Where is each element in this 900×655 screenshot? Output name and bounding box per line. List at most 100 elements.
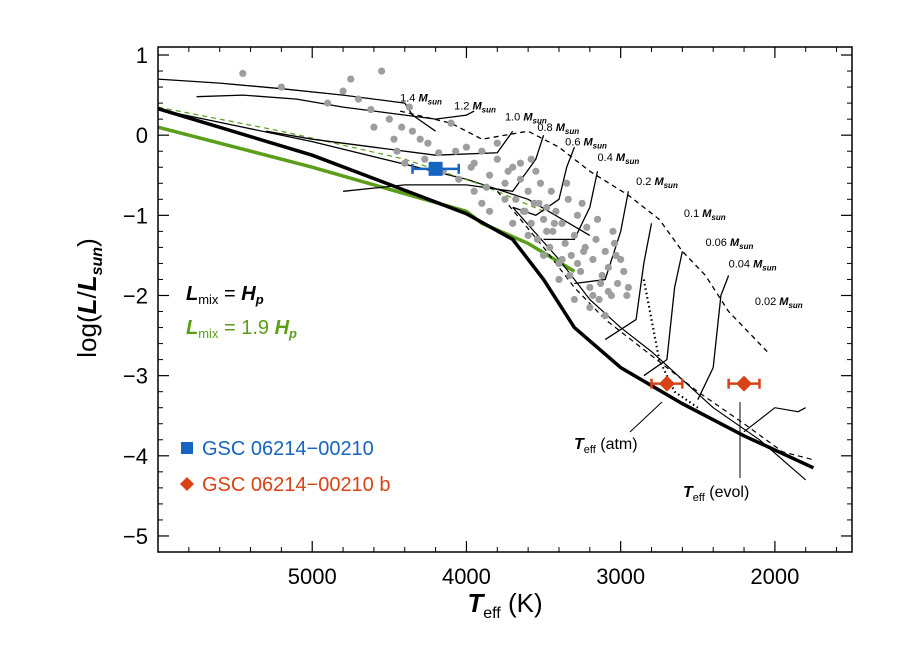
model-curve-18 bbox=[642, 279, 699, 409]
mass-symbol: M bbox=[753, 258, 763, 270]
isochrone-mass-label: 1.2 Msun bbox=[454, 101, 496, 115]
background-star-point bbox=[566, 271, 574, 280]
mass-subscript: sun bbox=[428, 98, 442, 107]
background-star-point bbox=[586, 303, 594, 312]
model-curve-13 bbox=[697, 275, 730, 400]
background-star-point bbox=[601, 247, 609, 256]
background-star-point bbox=[485, 207, 494, 215]
background-star-point bbox=[561, 239, 569, 247]
background-star-point bbox=[570, 231, 579, 239]
background-star-point bbox=[567, 251, 575, 260]
data-points-layer bbox=[411, 161, 761, 392]
background-star-point bbox=[623, 291, 631, 300]
background-star-point bbox=[620, 267, 628, 276]
background-star-point bbox=[533, 235, 541, 243]
background-star-point bbox=[558, 219, 566, 227]
background-star-point bbox=[347, 75, 355, 83]
background-star-point bbox=[493, 155, 501, 163]
background-star-point bbox=[390, 135, 398, 143]
background-star-point bbox=[482, 183, 491, 191]
model-curve-15 bbox=[399, 110, 768, 353]
mass-subscript: sun bbox=[711, 213, 725, 222]
mass-value: 1.2 bbox=[454, 101, 472, 113]
background-star-point bbox=[624, 283, 632, 292]
background-star-point bbox=[354, 95, 363, 103]
background-star-point bbox=[462, 143, 471, 151]
annotation-teff-atm-label: Teff (atm) bbox=[574, 436, 638, 456]
isochrone-mass-label: 0.8 Msun bbox=[537, 122, 579, 136]
mass-symbol: M bbox=[616, 152, 626, 164]
mass-symbol: M bbox=[418, 93, 428, 105]
legend-square-marker bbox=[181, 442, 193, 454]
x-tick-label: 2000 bbox=[750, 564, 799, 589]
annot-atm-t: T bbox=[574, 436, 585, 453]
mass-symbol: M bbox=[523, 112, 533, 124]
background-star-point bbox=[550, 219, 558, 227]
mixing-length-label: Lmix = Hp bbox=[186, 283, 264, 307]
mass-subscript: sun bbox=[625, 157, 639, 166]
model-curve-1 bbox=[157, 106, 544, 212]
mass-symbol: M bbox=[654, 176, 664, 188]
model-curve-4 bbox=[157, 78, 436, 132]
mass-subscript: sun bbox=[739, 242, 753, 251]
background-star-point bbox=[324, 99, 332, 107]
mass-subscript: sun bbox=[565, 127, 579, 136]
background-star-point bbox=[564, 195, 572, 203]
background-star-point bbox=[467, 163, 475, 171]
mass-value: 1.0 bbox=[505, 112, 523, 124]
mass-value: 1.4 bbox=[400, 93, 418, 105]
background-star-point bbox=[504, 167, 512, 175]
background-star-point bbox=[583, 223, 591, 231]
model-curve-17 bbox=[512, 206, 807, 481]
plot-frame bbox=[157, 46, 853, 553]
model-curve-14 bbox=[743, 407, 806, 433]
background-star-point bbox=[470, 187, 478, 195]
background-star-point bbox=[501, 195, 509, 203]
background-star-point bbox=[610, 239, 619, 247]
background-star-point bbox=[539, 215, 548, 223]
background-star-point bbox=[601, 311, 609, 320]
mix-h-subscript: p bbox=[288, 326, 297, 341]
background-star-point bbox=[609, 227, 617, 235]
isochrone-mass-label: 0.2 Msun bbox=[636, 176, 678, 190]
y-tick-label: −5 bbox=[123, 524, 148, 549]
mass-symbol: M bbox=[472, 101, 482, 113]
background-star-point bbox=[555, 275, 563, 284]
background-star-point bbox=[239, 69, 247, 78]
background-star-point bbox=[543, 227, 551, 235]
background-star-point bbox=[516, 175, 525, 183]
isochrone-mass-label: 1.4 Msun bbox=[400, 93, 442, 107]
legend-companion-label: GSC 06214−00210 b bbox=[202, 474, 391, 496]
isochrone-mass-label: 0.6 Msun bbox=[565, 137, 607, 151]
x-axis-title: Teff (K) bbox=[467, 588, 542, 622]
background-star-point bbox=[485, 171, 494, 179]
model-curve-3 bbox=[157, 107, 815, 470]
annotation-teff-evol-label: Teff (evol) bbox=[683, 484, 749, 504]
background-star-point bbox=[543, 203, 551, 211]
annotation-teff-atm: Teff (atm) bbox=[574, 401, 663, 456]
annot-atm-rest: (atm) bbox=[596, 436, 638, 453]
background-star-point bbox=[512, 195, 520, 203]
background-star-point bbox=[604, 263, 612, 272]
background-star-point bbox=[549, 227, 557, 235]
mixing-length-label: Lmix = 1.9 Hp bbox=[186, 317, 297, 341]
isochrone-mass-label: 0.1 Msun bbox=[684, 208, 726, 222]
mix-subscript: mix bbox=[198, 326, 219, 341]
background-star-point bbox=[455, 175, 463, 183]
background-star-point bbox=[493, 139, 501, 147]
mass-subscript: sun bbox=[762, 263, 776, 272]
background-star-point bbox=[393, 147, 401, 155]
y-tick-label: 1 bbox=[136, 43, 148, 68]
background-star-point bbox=[581, 243, 589, 251]
background-star-point bbox=[370, 123, 378, 131]
background-star-point bbox=[367, 105, 375, 114]
annotation-teff-evol: Teff (evol) bbox=[683, 402, 749, 504]
background-star-point bbox=[401, 159, 409, 167]
mix-symbol: L bbox=[186, 317, 198, 339]
mass-value: 0.1 bbox=[684, 208, 702, 220]
host-star-point bbox=[428, 161, 443, 176]
mass-symbol: M bbox=[730, 237, 740, 249]
background-star-point bbox=[539, 251, 548, 260]
